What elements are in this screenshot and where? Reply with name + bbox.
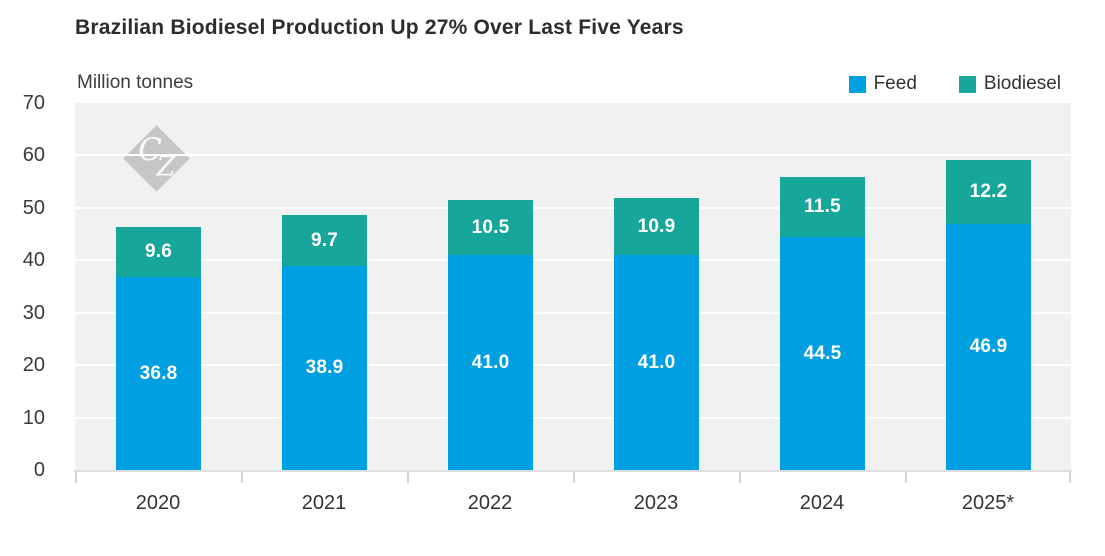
bar-value-label: 10.5 <box>471 216 510 238</box>
biodiesel-swatch-icon <box>958 75 976 93</box>
y-axis-tick-label: 40 <box>22 249 45 271</box>
legend-label-biodiesel: Biodiesel <box>983 73 1061 94</box>
legend-item-feed: Feed <box>848 73 917 95</box>
bar-segment-biodiesel: 9.7 <box>282 215 367 266</box>
bar-value-label: 41.0 <box>637 351 676 373</box>
bar-segment-feed: 41.0 <box>448 255 533 470</box>
y-axis-tick-label: 30 <box>22 302 45 324</box>
x-axis-tick <box>739 472 741 483</box>
x-axis-tick <box>241 472 243 483</box>
x-axis-tick <box>407 472 409 483</box>
bar-value-label: 9.7 <box>310 229 338 251</box>
bar-segment-biodiesel: 10.9 <box>614 198 699 255</box>
x-axis-category-label: 2025* <box>961 492 1015 514</box>
x-axis-tick <box>573 472 575 483</box>
y-axis-tick-label: 10 <box>22 407 45 429</box>
bar-value-label: 10.9 <box>637 215 676 237</box>
gridline <box>75 364 1071 366</box>
gridline <box>75 154 1071 156</box>
x-axis-category-label: 2023 <box>633 492 679 514</box>
plot-area: C Z 36.8 9.6 38.9 9.7 41.0 10.5 41.0 10.9 44.5 11… <box>74 103 1072 483</box>
y-axis-tick-label: 50 <box>22 197 45 219</box>
x-axis-tick <box>905 472 907 483</box>
bar-value-label: 36.8 <box>139 362 178 384</box>
y-axis-tick-label: 60 <box>22 144 45 166</box>
gridline <box>75 259 1071 261</box>
gridline <box>75 312 1071 314</box>
bar-value-label: 44.5 <box>803 342 842 364</box>
watermark-letter-c: C <box>138 132 162 168</box>
legend-item-biodiesel: Biodiesel <box>958 73 1061 95</box>
gridline <box>75 207 1071 209</box>
y-axis-tick-label: 70 <box>22 92 45 114</box>
x-axis-category-label: 2020 <box>135 492 181 514</box>
bar-value-label: 11.5 <box>804 196 841 217</box>
bar-segment-biodiesel: 9.6 <box>116 227 201 277</box>
legend: Feed Biodiesel <box>848 73 1061 95</box>
bar-segment-biodiesel: 12.2 <box>946 160 1031 224</box>
y-axis-tick-label: 0 <box>33 459 45 481</box>
x-axis-tick <box>75 472 77 483</box>
x-axis-line <box>74 470 1072 472</box>
bar-segment-feed: 46.9 <box>946 224 1031 470</box>
gridline <box>75 417 1071 419</box>
bar-segment-feed: 36.8 <box>116 277 201 470</box>
bar-segment-feed: 44.5 <box>780 237 865 470</box>
bar-segment-feed: 41.0 <box>614 255 699 470</box>
bar-value-label: 38.9 <box>305 357 344 378</box>
x-axis-category-label: 2022 <box>467 492 513 514</box>
legend-label-feed: Feed <box>873 73 917 94</box>
x-axis-category-label: 2024 <box>799 492 845 514</box>
bar-segment-biodiesel: 10.5 <box>448 200 533 255</box>
x-axis-tick <box>1069 472 1071 483</box>
x-axis-labels: 2020 2021 2022 2023 2024 2025* <box>75 492 1071 522</box>
x-axis-category-label: 2021 <box>301 492 347 514</box>
chart-title: Brazilian Biodiesel Production Up 27% Ov… <box>75 16 684 39</box>
watermark-letter-z: Z <box>156 151 176 183</box>
bar-value-label: 12.2 <box>969 181 1008 202</box>
bar-value-label: 46.9 <box>969 336 1008 357</box>
bar-segment-feed: 38.9 <box>282 266 367 470</box>
bar-value-label: 41.0 <box>471 351 510 373</box>
feed-swatch-icon <box>848 75 866 93</box>
y-axis-tick-label: 20 <box>22 354 45 376</box>
y-axis-units-label: Million tonnes <box>77 72 194 93</box>
bar-segment-biodiesel: 11.5 <box>780 177 865 237</box>
bar-value-label: 9.6 <box>144 241 172 262</box>
